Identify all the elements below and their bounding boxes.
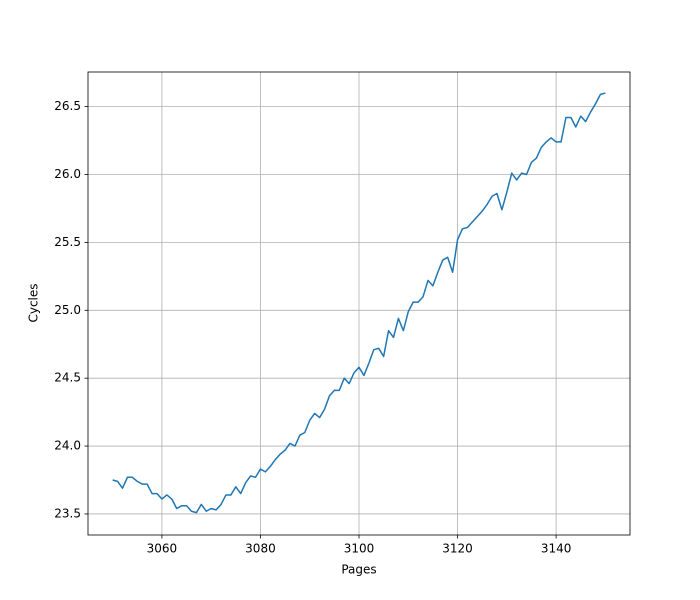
y-tick-label: 26.0 — [54, 167, 81, 181]
y-tick-label: 25.0 — [54, 303, 81, 317]
y-axis-label: Cycles — [27, 283, 41, 322]
x-tick-label: 3100 — [344, 542, 375, 556]
x-tick-label: 3060 — [147, 542, 178, 556]
y-tick-label: 25.5 — [54, 235, 81, 249]
y-tick-label: 23.5 — [54, 506, 81, 520]
x-axis-label: Pages — [341, 563, 376, 577]
y-tick-label: 24.5 — [54, 371, 81, 385]
x-tick-label: 3140 — [541, 542, 572, 556]
x-tick-label: 3080 — [245, 542, 276, 556]
y-tick-label: 26.5 — [54, 99, 81, 113]
plot-frame — [87, 71, 631, 536]
data-line — [112, 92, 606, 514]
y-tick-label: 24.0 — [54, 439, 81, 453]
x-tick-label: 3120 — [442, 542, 473, 556]
